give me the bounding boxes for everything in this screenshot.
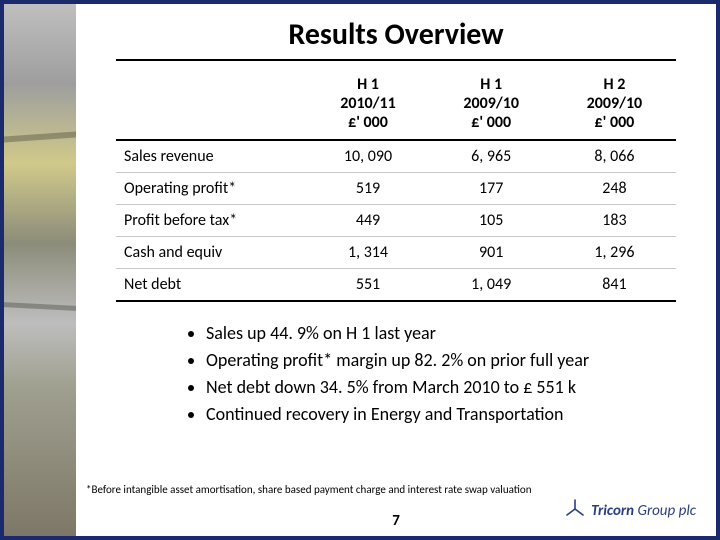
cell: 177 — [430, 172, 553, 204]
cell: 551 — [306, 268, 429, 301]
cell: 10, 090 — [306, 140, 429, 173]
cell: 519 — [306, 172, 429, 204]
table-row: Cash and equiv 1, 314 901 1, 296 — [116, 236, 676, 268]
cell: 183 — [553, 204, 676, 236]
page-title: Results Overview — [116, 12, 676, 59]
title-divider — [116, 59, 676, 61]
cell: 1, 049 — [430, 268, 553, 301]
table-row: Net debt 551 1, 049 841 — [116, 268, 676, 301]
company-logo: Tricorn Group plc — [565, 499, 696, 522]
col-header-3: H 2 2009/10 £' 000 — [553, 69, 676, 140]
row-label: Net debt — [116, 268, 306, 301]
cell: 449 — [306, 204, 429, 236]
row-label: Sales revenue — [116, 140, 306, 173]
table-row: Profit before tax* 449 105 183 — [116, 204, 676, 236]
list-item: Sales up 44. 9% on H 1 last year — [206, 320, 676, 347]
cell: 8, 066 — [553, 140, 676, 173]
cell: 1, 296 — [553, 236, 676, 268]
list-item: Net debt down 34. 5% from March 2010 to … — [206, 374, 676, 401]
list-item: Continued recovery in Energy and Transpo… — [206, 401, 676, 428]
results-table: H 1 2010/11 £' 000 H 1 2009/10 £' 000 H … — [116, 69, 676, 302]
cell: 6, 965 — [430, 140, 553, 173]
cell: 105 — [430, 204, 553, 236]
logo-text-2: Group plc — [637, 502, 696, 520]
slide: Results Overview H 1 2010/11 £' 000 H 1 … — [0, 0, 720, 540]
footnote: *Before intangible asset amortisation, s… — [86, 483, 531, 496]
cell: 1, 314 — [306, 236, 429, 268]
row-label: Cash and equiv — [116, 236, 306, 268]
row-label: Operating profit* — [116, 172, 306, 204]
bullet-list: Sales up 44. 9% on H 1 last year Operati… — [206, 320, 676, 428]
col-header-2: H 1 2009/10 £' 000 — [430, 69, 553, 140]
logo-text-1: Tricorn — [591, 502, 634, 520]
side-image-strip — [4, 4, 76, 536]
row-label: Profit before tax* — [116, 204, 306, 236]
col-header-blank — [116, 69, 306, 140]
logo-icon — [565, 499, 585, 522]
cell: 248 — [553, 172, 676, 204]
col-header-1: H 1 2010/11 £' 000 — [306, 69, 429, 140]
table-row: Operating profit* 519 177 248 — [116, 172, 676, 204]
table-header-row: H 1 2010/11 £' 000 H 1 2009/10 £' 000 H … — [116, 69, 676, 140]
cell: 841 — [553, 268, 676, 301]
table-row: Sales revenue 10, 090 6, 965 8, 066 — [116, 140, 676, 173]
cell: 901 — [430, 236, 553, 268]
slide-content: Results Overview H 1 2010/11 £' 000 H 1 … — [76, 4, 716, 536]
list-item: Operating profit* margin up 82. 2% on pr… — [206, 347, 676, 374]
